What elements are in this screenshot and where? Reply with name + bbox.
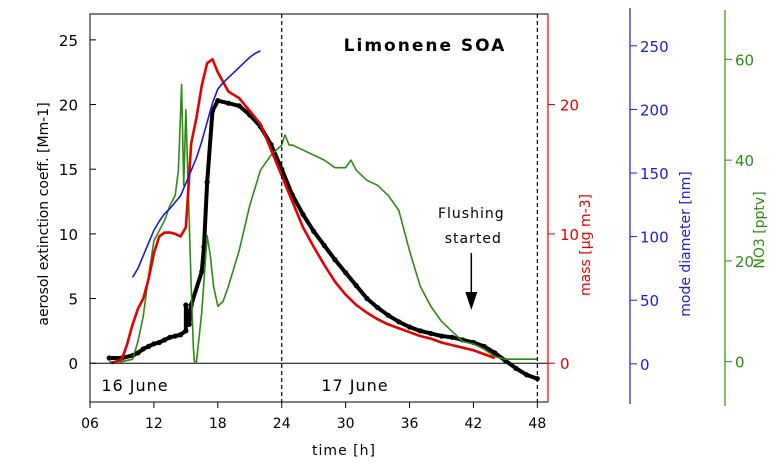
extinction-point [151,341,157,347]
extinction-point [167,334,173,340]
no3-axis-label: NO3 [pptv] [752,191,768,268]
annotation-text: Flushing [438,206,505,222]
extinction-point [140,346,146,352]
diameter-axis-tick-label: 50 [640,292,659,310]
extinction-point [449,334,455,340]
extinction-point [364,295,370,302]
x-tick-label: 06 [81,416,99,432]
extinction-point [156,339,162,346]
y-left-tick-label: 0 [68,355,78,373]
extinction-point [186,321,192,327]
no3-series [109,83,538,363]
x-tick-label: 12 [145,416,163,432]
y-left-tick-label: 5 [68,291,78,309]
diameter-axis-tick-label: 150 [640,165,669,183]
mass-line [110,57,496,365]
y-left-tick-label: 10 [59,226,78,244]
extinction-point [201,244,207,250]
x-tick-label: 48 [528,416,546,432]
x-tick-label: 24 [273,416,291,432]
extinction-point [513,365,519,371]
extinction-point [177,332,184,338]
extinction-point [396,319,402,325]
extinction-point [343,270,349,276]
chart-title: Limonene SOA [344,36,507,56]
extinction-point [300,211,306,218]
annotation-arrow-head [465,292,478,310]
extinction-point [428,330,434,337]
extinction-point [145,343,152,349]
extinction-point [417,328,423,334]
diameter-axis-label: mode diameter [nm] [678,171,694,317]
x-tick-label: 42 [465,416,483,432]
no3-axis-tick-label: 40 [735,152,754,170]
mass-series [110,57,496,365]
extinction-point [183,328,189,334]
annotation-text: started [445,231,502,247]
extinction-point [353,283,359,289]
no3-line [109,83,538,363]
mass-axis-label: mass [µg m-3] [578,194,594,296]
extinction-point [199,268,205,274]
mass-axis-tick-label: 10 [560,226,579,244]
extinction-point [172,333,178,339]
diameter-axis-tick-label: 250 [640,38,669,56]
date-label: 16 June [101,376,168,395]
axes-layer [89,8,732,408]
x-tick-label: 30 [337,416,355,432]
extinction-point [236,103,242,109]
y-left-axis-label: aerosol extinction coeff. [Mm-1] [36,102,52,325]
extinction-point [406,324,413,330]
extinction-point [215,98,221,104]
diameter-axis-tick-label: 100 [640,229,669,247]
mass-axis-tick-label: 0 [560,355,570,373]
extinction-point [225,100,232,106]
extinction-point [204,179,210,185]
extinction-point [135,350,141,356]
extinction-point [321,242,327,249]
no3-axis-tick-label: 20 [735,253,754,271]
x-axis-label: time [h] [312,443,376,459]
diameter-series [131,50,261,278]
y-left-tick-label: 15 [59,161,78,179]
extinction-point [385,312,391,318]
x-tick-label: 18 [209,416,227,432]
extinction-series [106,98,540,382]
mass-axis-tick-label: 20 [560,97,579,115]
diameter-axis-tick-label: 200 [640,101,669,119]
y-left-tick-label: 25 [59,32,78,50]
labels-layer: 06 12 18 24 30 36 42 48 time [h] 0 5 10 15 20 25 aeroso… [36,32,768,459]
no3-axis-tick-label: 0 [735,354,745,372]
extinction-point [492,350,498,356]
extinction-point [524,372,530,378]
date-label: 17 June [321,376,388,395]
diameter-line [131,50,261,278]
diameter-axis-tick-label: 0 [640,356,650,374]
extinction-point [161,337,168,343]
extinction-point [311,228,317,234]
y-left-tick-label: 20 [59,97,78,115]
x-tick-label: 36 [401,416,419,432]
extinction-point [106,355,112,361]
extinction-point [332,257,338,263]
extinction-point [183,302,189,308]
extinction-point [374,304,381,311]
extinction-point [438,333,445,339]
no3-axis-tick-label: 60 [735,51,754,69]
